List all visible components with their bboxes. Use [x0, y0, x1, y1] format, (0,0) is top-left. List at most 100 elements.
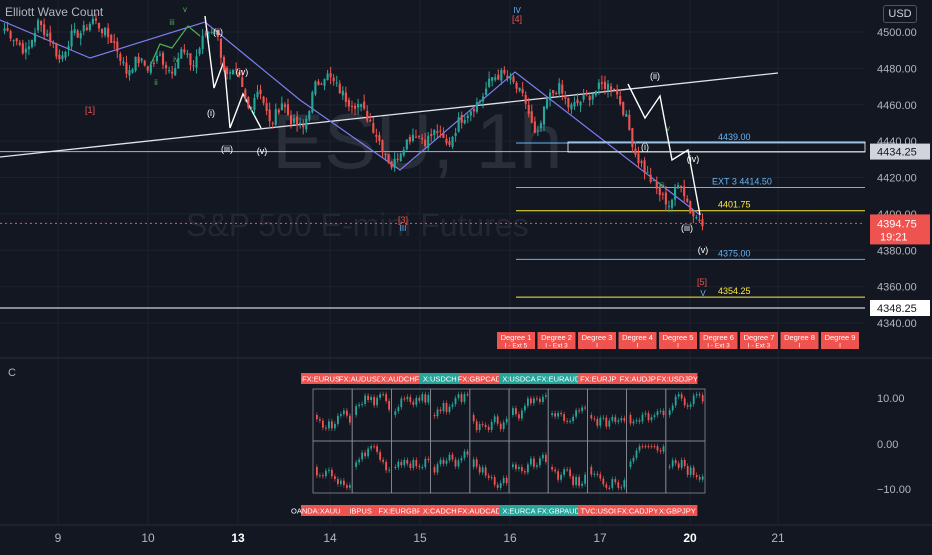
time-tick-label: 20 [683, 531, 697, 545]
symbol-tag-top-bg [578, 373, 619, 384]
candle-body [40, 21, 43, 26]
candle-body [253, 98, 256, 110]
candle-body [341, 90, 344, 96]
degree-button-5[interactable]: Degree 5I [659, 332, 697, 350]
price-axis[interactable]: 4500.004480.004460.004440.004420.004400.… [870, 27, 930, 496]
degree-button-7[interactable]: Degree 7I - Ext 3 [740, 332, 778, 350]
candle-body [363, 101, 366, 109]
matrix-candle [671, 460, 674, 467]
candle-body [430, 134, 433, 137]
wave-label-green: v [666, 124, 670, 133]
symbol-tag-bottom-symbol: FX:CADJPY [617, 507, 658, 516]
degree-button-2[interactable]: Degree 2I - Ext 3 [537, 332, 576, 350]
candle-body [494, 77, 497, 80]
matrix-candle [602, 478, 605, 485]
candle-body [381, 140, 384, 152]
candle-body [277, 109, 280, 113]
matrix-candle [638, 420, 641, 422]
candle-body [67, 46, 70, 50]
trend-lines [0, 15, 866, 216]
symbol-tag-bottom-bg [657, 505, 698, 516]
matrix-candle [412, 401, 415, 405]
matrix-candle [521, 410, 523, 419]
candle-body [582, 94, 585, 100]
candle-body [338, 83, 341, 94]
matrix-candle [451, 404, 454, 407]
symbol-tag-bottom-symbol: TVC:USOI [580, 507, 615, 516]
matrix-candle [614, 416, 617, 422]
degree-button-9[interactable]: Degree 9I [821, 332, 859, 350]
matrix-candle [671, 405, 674, 411]
matrix-candle [325, 427, 327, 429]
matrix-candle [427, 458, 430, 461]
matrix-candle [454, 459, 457, 467]
candle-body [478, 100, 482, 103]
degree-button-bg [618, 332, 657, 349]
candle-body [55, 43, 58, 57]
matrix-candle [376, 397, 378, 406]
degree-button-sub: I - Ext 5 [505, 343, 528, 350]
matrix-candle [499, 483, 502, 488]
candle-body [603, 81, 607, 89]
time-tick-label: 21 [771, 531, 785, 545]
degree-button-4[interactable]: Degree 4I [618, 332, 657, 350]
degree-button-3[interactable]: Degree 3I [578, 332, 616, 350]
matrix-candle [692, 395, 695, 405]
matrix-candle [605, 484, 608, 488]
matrix-candle [337, 479, 339, 485]
candle-body [515, 82, 518, 89]
candle-body [317, 81, 320, 85]
candle-body [414, 136, 418, 138]
candle-body [393, 158, 396, 168]
candle-body [445, 138, 448, 144]
time-axis[interactable]: 9 10 13 14 15 16 17 20 21 [55, 531, 785, 545]
candle-body [542, 106, 546, 125]
degree-button-8[interactable]: Degree 8I [780, 332, 819, 350]
candle-body [332, 77, 335, 82]
candle-body [232, 70, 235, 75]
candle-body [436, 131, 439, 134]
candle-body [670, 199, 674, 208]
matrix-candle [460, 458, 463, 461]
matrix-candle [484, 467, 487, 476]
matrix-cell [665, 440, 706, 494]
candle-body [119, 54, 122, 61]
candle-body [634, 148, 637, 155]
candle-body [70, 30, 73, 47]
candle-body [384, 153, 387, 155]
matrix-candle [539, 458, 541, 466]
matrix-candle [394, 467, 397, 468]
candle-body [567, 97, 570, 108]
matrix-candle [466, 394, 469, 396]
matrix-candle [403, 459, 406, 466]
candle-body [585, 93, 588, 95]
candle-body [177, 58, 180, 69]
candle-body [506, 75, 509, 79]
symbol-tag-bottom-bg [617, 505, 658, 516]
candle-body [293, 118, 296, 123]
matrix-candle [328, 421, 330, 429]
matrix-candle [542, 454, 544, 459]
currency-button[interactable]: USD [883, 5, 917, 23]
matrix-candle [620, 487, 623, 489]
candle-body [637, 153, 640, 164]
candle-body [30, 40, 34, 48]
matrix-candle [635, 450, 638, 458]
matrix-candle [644, 413, 647, 415]
wave-label: (i) [641, 142, 649, 152]
candle-body [378, 135, 381, 142]
candle-body [539, 123, 543, 129]
matrix-candle [349, 485, 351, 488]
candle-body [591, 94, 594, 100]
candle-body [320, 83, 323, 85]
matrix-candle [524, 471, 526, 473]
degree-button-title: Degree 1 [501, 333, 532, 342]
matrix-candle [569, 469, 571, 477]
degree-button-6[interactable]: Degree 6I - Ext 3 [699, 332, 738, 350]
matrix-candle [617, 482, 620, 488]
matrix-candle [608, 420, 611, 427]
degree-button-1[interactable]: Degree 1I - Ext 5 [497, 332, 535, 350]
